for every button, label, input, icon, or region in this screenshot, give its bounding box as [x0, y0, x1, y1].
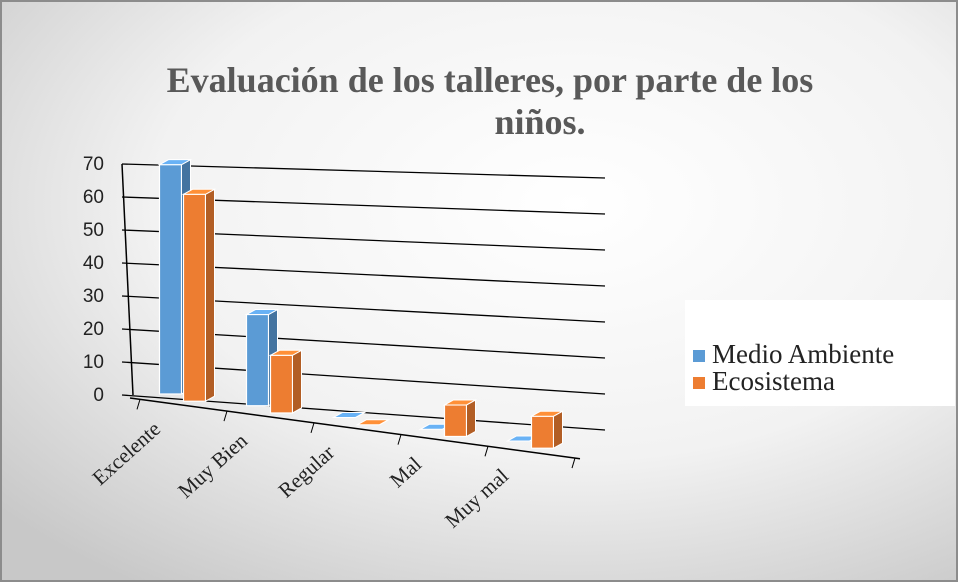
y-tick-label: 20 [83, 319, 104, 340]
y-tick-label: 60 [83, 187, 104, 208]
bar-top [529, 410, 565, 417]
bar-front [182, 193, 207, 402]
bar-front [245, 313, 270, 407]
legend-swatch [693, 377, 705, 389]
bar [181, 188, 217, 403]
y-tick-label: 70 [83, 154, 104, 175]
bar [331, 411, 367, 418]
x-tick [397, 434, 402, 445]
legend-box [685, 300, 955, 406]
bar-top [181, 188, 217, 195]
x-tick [310, 422, 315, 433]
bar-side [292, 349, 302, 414]
y-tick-label: 30 [83, 286, 104, 307]
legend-label: Medio Ambiente [712, 339, 894, 369]
bar-side [466, 399, 476, 438]
bar-top [442, 399, 478, 406]
x-axis [129, 397, 581, 460]
x-tick [571, 457, 576, 469]
y-tick-label: 10 [83, 352, 104, 373]
x-tick [484, 446, 489, 457]
y-tick-label: 0 [93, 385, 104, 406]
bar [442, 399, 478, 438]
chart-title: Evaluación de los talleres, por parte de… [167, 60, 814, 142]
bar-front [158, 164, 183, 395]
bar-front [530, 415, 555, 449]
bar-top [331, 411, 367, 418]
x-tick [223, 410, 228, 422]
bar-top [157, 159, 193, 166]
bar-side [553, 410, 563, 450]
bar-front [269, 354, 294, 414]
bar [529, 410, 565, 450]
bar-top [268, 349, 304, 356]
bar-top [355, 419, 391, 426]
bar-top [244, 309, 280, 316]
y-tick-label: 40 [83, 253, 104, 274]
y-axis [121, 163, 134, 396]
grid-line [121, 163, 606, 179]
bar [268, 349, 304, 414]
legend-swatch [693, 350, 705, 362]
bar [355, 419, 391, 426]
bar-side [205, 188, 215, 403]
legend-label: Ecosistema [712, 366, 835, 396]
bar-front [443, 404, 468, 438]
x-tick [136, 399, 141, 410]
y-tick-label: 50 [83, 220, 104, 241]
